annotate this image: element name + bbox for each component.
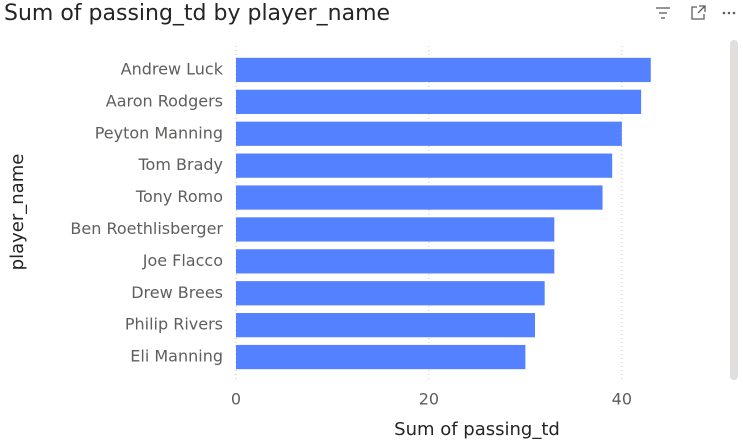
bar [236,185,603,210]
x-tick-label: 20 [419,390,439,409]
focus-icon[interactable] [691,5,706,20]
y-tick-label: Tom Brady [138,155,224,174]
more-icon[interactable] [722,11,736,15]
y-tick-label: Peyton Manning [95,123,223,142]
y-tick-label: Tony Romo [135,187,223,206]
y-tick-label: Andrew Luck [121,59,224,78]
y-tick-label: Aaron Rodgers [106,91,223,110]
y-axis-title: player_name [7,154,28,271]
y-tick-label: Eli Manning [130,347,223,366]
scrollbar[interactable] [730,40,738,380]
y-tick-label: Philip Rivers [125,315,223,334]
bar [236,313,536,338]
bar [236,249,555,274]
bar [236,153,613,178]
x-axis-title: Sum of passing_td [394,419,560,440]
bar [236,217,555,242]
bar [236,344,526,370]
y-tick-label: Drew Brees [131,283,223,302]
y-tick-label: Joe Flacco [142,251,223,270]
bar [236,121,622,146]
bar [236,89,642,114]
bar [236,57,651,83]
x-tick-label: 40 [612,390,632,409]
x-tick-label: 0 [231,390,241,409]
filter-icon[interactable] [656,7,670,19]
chart-title: Sum of passing_td by player_name [4,1,390,26]
y-tick-label: Ben Roethlisberger [70,219,223,238]
bar [236,281,545,306]
